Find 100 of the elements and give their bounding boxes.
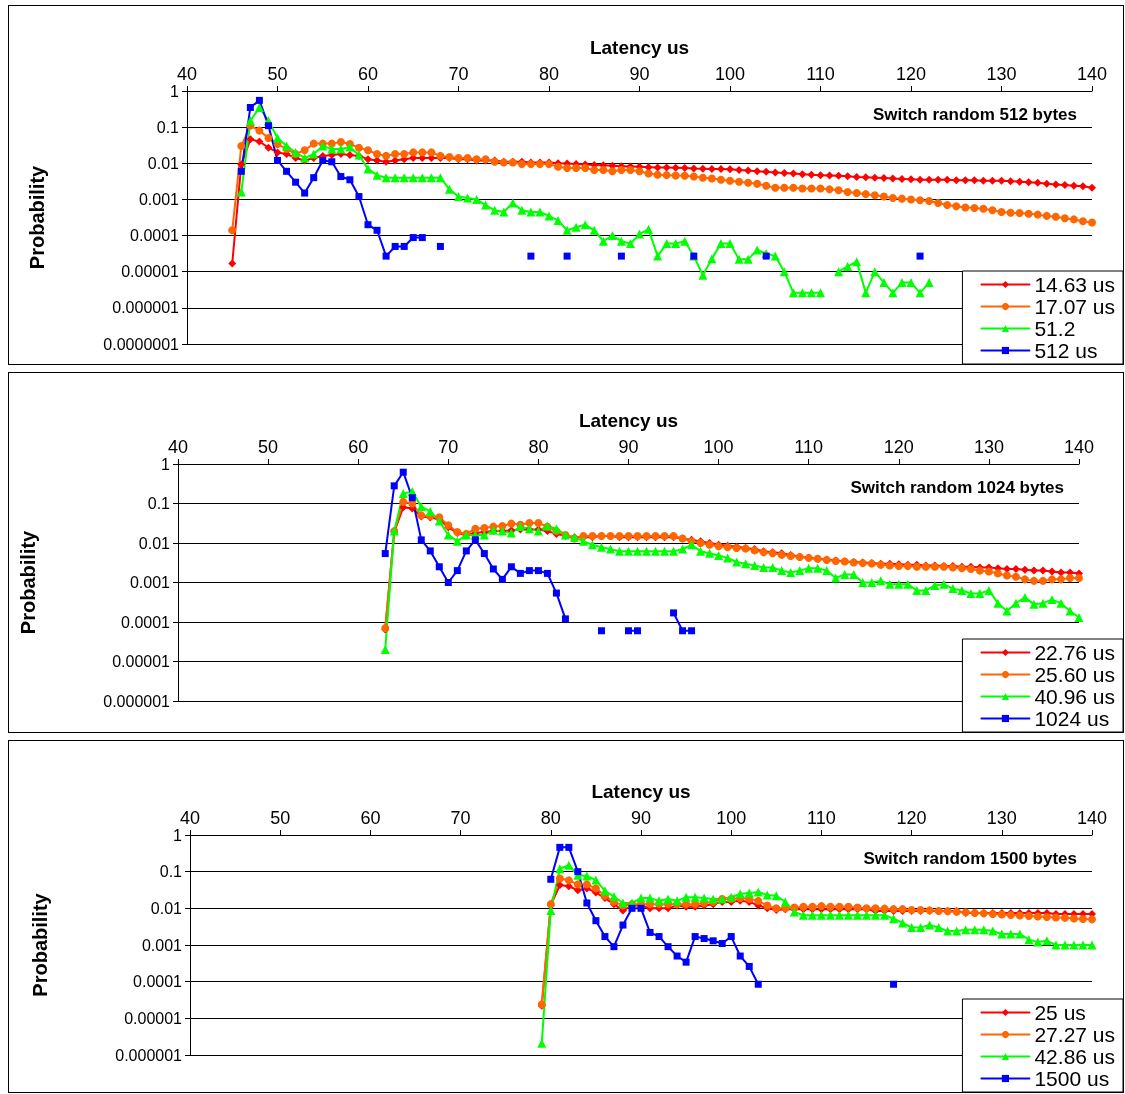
point — [246, 103, 254, 111]
point — [355, 193, 363, 201]
point — [619, 921, 627, 929]
point — [597, 627, 605, 635]
point — [555, 881, 564, 890]
point — [283, 167, 291, 175]
text: Switch random 512 bytes — [872, 105, 1078, 124]
x-tick-label: 100 — [714, 64, 746, 84]
point — [617, 252, 625, 260]
y-tick-label: 1 — [170, 82, 180, 100]
point — [255, 96, 263, 104]
point — [292, 178, 300, 186]
point — [709, 937, 717, 945]
point — [489, 565, 497, 573]
point — [319, 156, 327, 164]
point — [754, 980, 762, 988]
x-tick-label: 110 — [806, 64, 835, 84]
y-tick-label: 1 — [161, 455, 171, 473]
point — [727, 933, 735, 941]
point — [507, 563, 515, 571]
legend-label: 22.76 us — [1034, 641, 1116, 664]
x-tick-label: 130 — [986, 808, 1017, 828]
x-tick-label: 40 — [167, 437, 189, 457]
y-tick-label: 0.1 — [147, 495, 171, 512]
y-tick-label: 0.1 — [156, 118, 180, 136]
point — [391, 242, 399, 250]
point — [655, 933, 663, 941]
y-tick-label: 0.001 — [129, 574, 171, 591]
x-tick-label: 120 — [895, 64, 927, 84]
point — [565, 843, 573, 851]
y-tick-label: 0.000001 — [115, 1046, 183, 1064]
x-tick-label: 70 — [438, 437, 459, 457]
point — [679, 627, 687, 635]
point — [409, 234, 417, 242]
x-tick-label: 70 — [450, 808, 471, 828]
point — [471, 536, 479, 544]
y-tick-label: 1 — [173, 826, 183, 844]
point — [736, 952, 744, 960]
y-tick-label: 0.00001 — [112, 653, 171, 670]
point — [382, 252, 390, 260]
point — [480, 550, 488, 558]
point — [337, 173, 345, 181]
y-axis-title: Probability — [26, 164, 48, 270]
x-tick-label: 50 — [258, 437, 279, 457]
point — [399, 468, 407, 476]
x-tick-label: 120 — [896, 808, 927, 828]
x-tick-label: 60 — [348, 437, 369, 457]
x-tick-label: 130 — [973, 437, 1004, 457]
point — [408, 494, 416, 502]
y-tick-label: 0.01 — [138, 534, 171, 552]
y-tick-label: 0.1 — [159, 863, 183, 881]
point — [762, 252, 770, 260]
y-tick-label: 0.0001 — [133, 973, 183, 991]
point — [364, 221, 372, 229]
point — [516, 569, 524, 577]
y-tick-label: 0.01 — [150, 899, 183, 917]
point — [916, 252, 924, 260]
y-tick-label: 0.0001 — [130, 227, 180, 245]
y-tick-label: 0.00001 — [121, 263, 180, 281]
x-tick-label: 140 — [1076, 808, 1108, 828]
x-axis-title: Latency us — [591, 781, 691, 802]
point — [274, 156, 281, 164]
x-tick-label: 90 — [618, 437, 639, 457]
legend-label: 512 us — [1034, 339, 1098, 362]
point — [634, 627, 642, 635]
point — [625, 627, 632, 635]
x-tick-label: 50 — [267, 64, 288, 84]
x-tick-label: 70 — [448, 64, 469, 84]
point — [592, 917, 600, 925]
y-tick-label: 0.0001 — [121, 613, 171, 631]
point — [552, 589, 560, 597]
legend-label: 42.86 us — [1034, 1045, 1116, 1068]
point — [682, 958, 690, 966]
y-tick-label: 0.000001 — [112, 299, 180, 317]
point — [462, 547, 470, 555]
point — [417, 536, 425, 544]
point — [700, 935, 708, 943]
legend-label: 1024 us — [1034, 707, 1110, 730]
y-tick-label: 0.01 — [147, 154, 180, 172]
x-tick-label: 140 — [1076, 64, 1108, 84]
point — [556, 843, 564, 851]
point — [583, 899, 591, 907]
x-tick-label: 80 — [538, 64, 560, 84]
point — [301, 189, 309, 197]
x-axis-title: Latency us — [578, 410, 679, 431]
x-tick-label: 40 — [176, 64, 198, 84]
x-axis-title: Latency us — [589, 37, 690, 58]
point — [426, 547, 434, 555]
point — [601, 933, 609, 941]
y-tick-label: 0.0000001 — [103, 335, 180, 353]
x-tick-label: 50 — [270, 808, 291, 828]
legend-label: 40.96 us — [1034, 685, 1116, 708]
point — [718, 939, 726, 947]
point — [574, 868, 582, 876]
point — [390, 482, 398, 490]
x-tick-label: 110 — [807, 808, 836, 828]
y-tick-label: 0.001 — [138, 190, 180, 208]
point — [534, 567, 542, 575]
point — [691, 933, 699, 941]
legend-label: 25 us — [1034, 1001, 1086, 1024]
